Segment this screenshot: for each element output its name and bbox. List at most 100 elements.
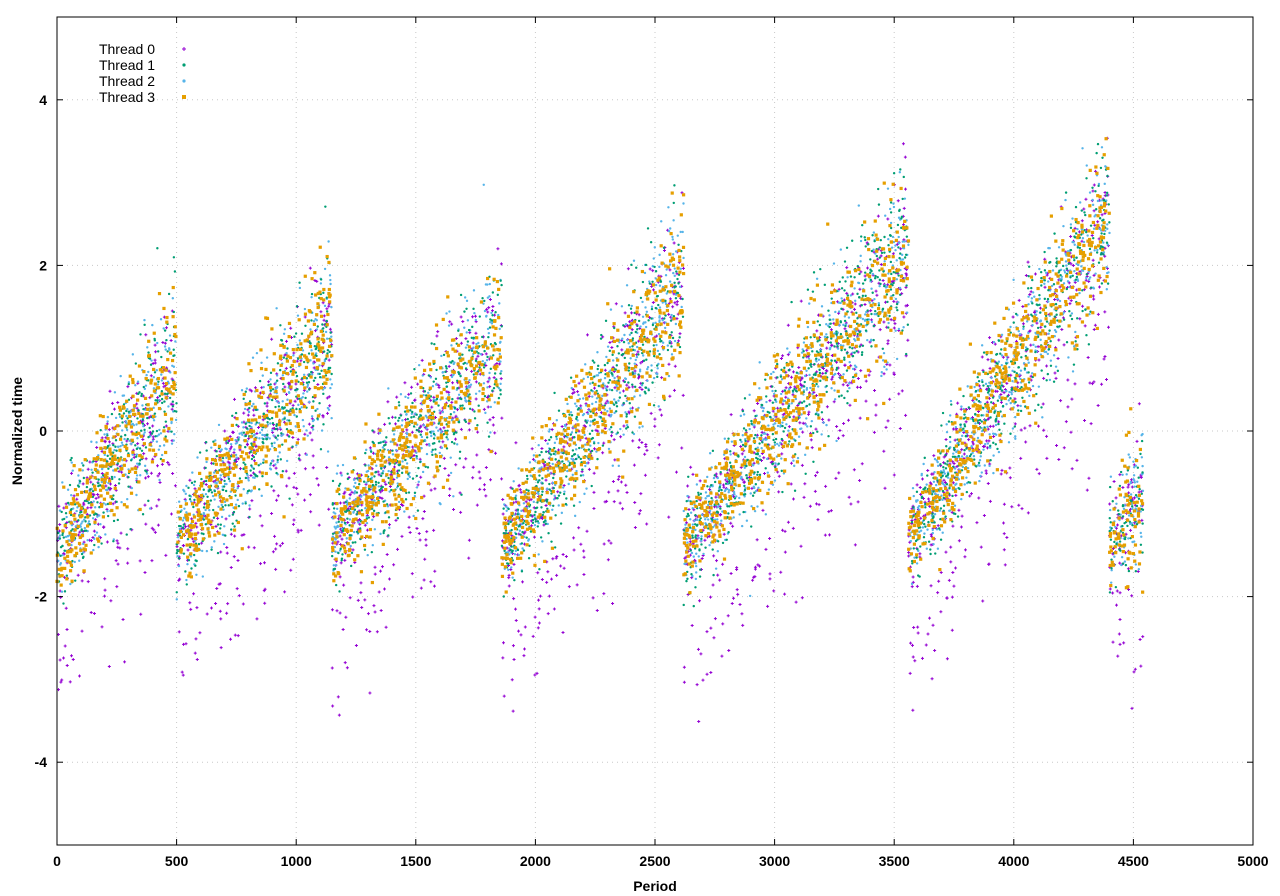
data-point — [329, 378, 332, 381]
data-point — [1127, 537, 1130, 540]
data-point — [121, 617, 125, 621]
data-point — [805, 388, 809, 391]
data-point — [806, 425, 809, 428]
data-point — [978, 479, 981, 483]
data-point — [1005, 381, 1009, 385]
data-point — [1118, 617, 1122, 621]
data-point — [962, 452, 966, 456]
data-point — [796, 404, 800, 408]
data-point — [148, 507, 152, 510]
data-point — [791, 526, 795, 530]
data-point — [395, 448, 398, 452]
data-point — [452, 507, 456, 511]
data-point — [891, 252, 895, 256]
data-point — [739, 477, 743, 480]
data-point — [979, 455, 982, 458]
data-point — [682, 680, 686, 684]
data-point — [217, 505, 220, 509]
data-point — [213, 498, 216, 501]
data-point — [582, 555, 586, 559]
data-point — [1066, 405, 1070, 409]
data-point — [351, 548, 355, 552]
data-point — [582, 573, 586, 577]
data-point — [404, 395, 407, 399]
data-point — [94, 496, 98, 500]
data-point — [325, 337, 329, 340]
data-point — [1116, 654, 1120, 658]
data-point — [887, 272, 890, 275]
data-point — [489, 405, 492, 409]
data-point — [837, 436, 841, 440]
data-point — [326, 450, 330, 453]
data-point — [155, 369, 158, 372]
data-point — [874, 289, 878, 293]
data-point — [1096, 248, 1099, 252]
data-point — [258, 391, 262, 395]
data-point — [570, 431, 574, 434]
data-point — [1054, 376, 1058, 380]
data-point — [960, 448, 964, 452]
data-point — [773, 479, 777, 482]
data-point — [167, 405, 170, 408]
data-point — [808, 302, 811, 305]
data-point — [116, 541, 120, 545]
data-point — [278, 426, 282, 429]
data-point — [1068, 285, 1071, 289]
data-point — [1096, 312, 1100, 316]
data-point — [484, 466, 488, 470]
data-point — [303, 498, 307, 502]
data-point — [405, 413, 408, 416]
data-point — [461, 319, 465, 323]
data-point — [836, 347, 840, 350]
data-point — [379, 608, 383, 612]
data-point — [577, 381, 581, 385]
data-point — [887, 237, 890, 241]
data-point — [105, 422, 109, 426]
data-point — [639, 325, 642, 328]
data-point — [236, 457, 240, 461]
data-point — [490, 311, 493, 315]
data-point — [1096, 404, 1100, 408]
data-point — [88, 460, 92, 464]
data-point — [135, 406, 139, 410]
data-point — [394, 518, 398, 522]
data-point — [503, 503, 506, 506]
data-point — [808, 504, 812, 508]
data-point — [521, 547, 524, 550]
data-point — [222, 508, 225, 511]
data-point — [293, 399, 297, 403]
data-point — [592, 471, 596, 475]
data-point — [756, 401, 760, 405]
data-point — [1093, 323, 1097, 327]
data-point — [250, 404, 254, 408]
data-point — [1003, 563, 1007, 567]
data-point — [1132, 540, 1136, 543]
data-point — [761, 409, 765, 413]
data-point — [1105, 271, 1109, 275]
data-point — [232, 555, 236, 559]
data-point — [77, 474, 80, 477]
data-point — [1062, 311, 1066, 314]
data-point — [168, 334, 172, 337]
data-point — [219, 646, 223, 650]
data-point — [214, 524, 218, 528]
data-point — [228, 434, 232, 438]
data-point — [374, 490, 378, 494]
data-point — [511, 709, 515, 713]
data-point — [208, 508, 211, 512]
data-point — [792, 459, 795, 462]
data-point — [426, 418, 430, 422]
data-point — [828, 314, 831, 317]
data-point — [902, 206, 906, 210]
data-point — [225, 482, 228, 486]
data-point — [806, 325, 810, 329]
data-point — [301, 418, 305, 422]
data-point — [645, 522, 649, 526]
data-point — [284, 366, 288, 370]
data-point — [748, 393, 751, 397]
data-point — [262, 561, 266, 565]
data-point — [1064, 198, 1067, 202]
data-point — [388, 523, 392, 527]
data-point — [1108, 508, 1112, 512]
data-point — [196, 456, 199, 459]
